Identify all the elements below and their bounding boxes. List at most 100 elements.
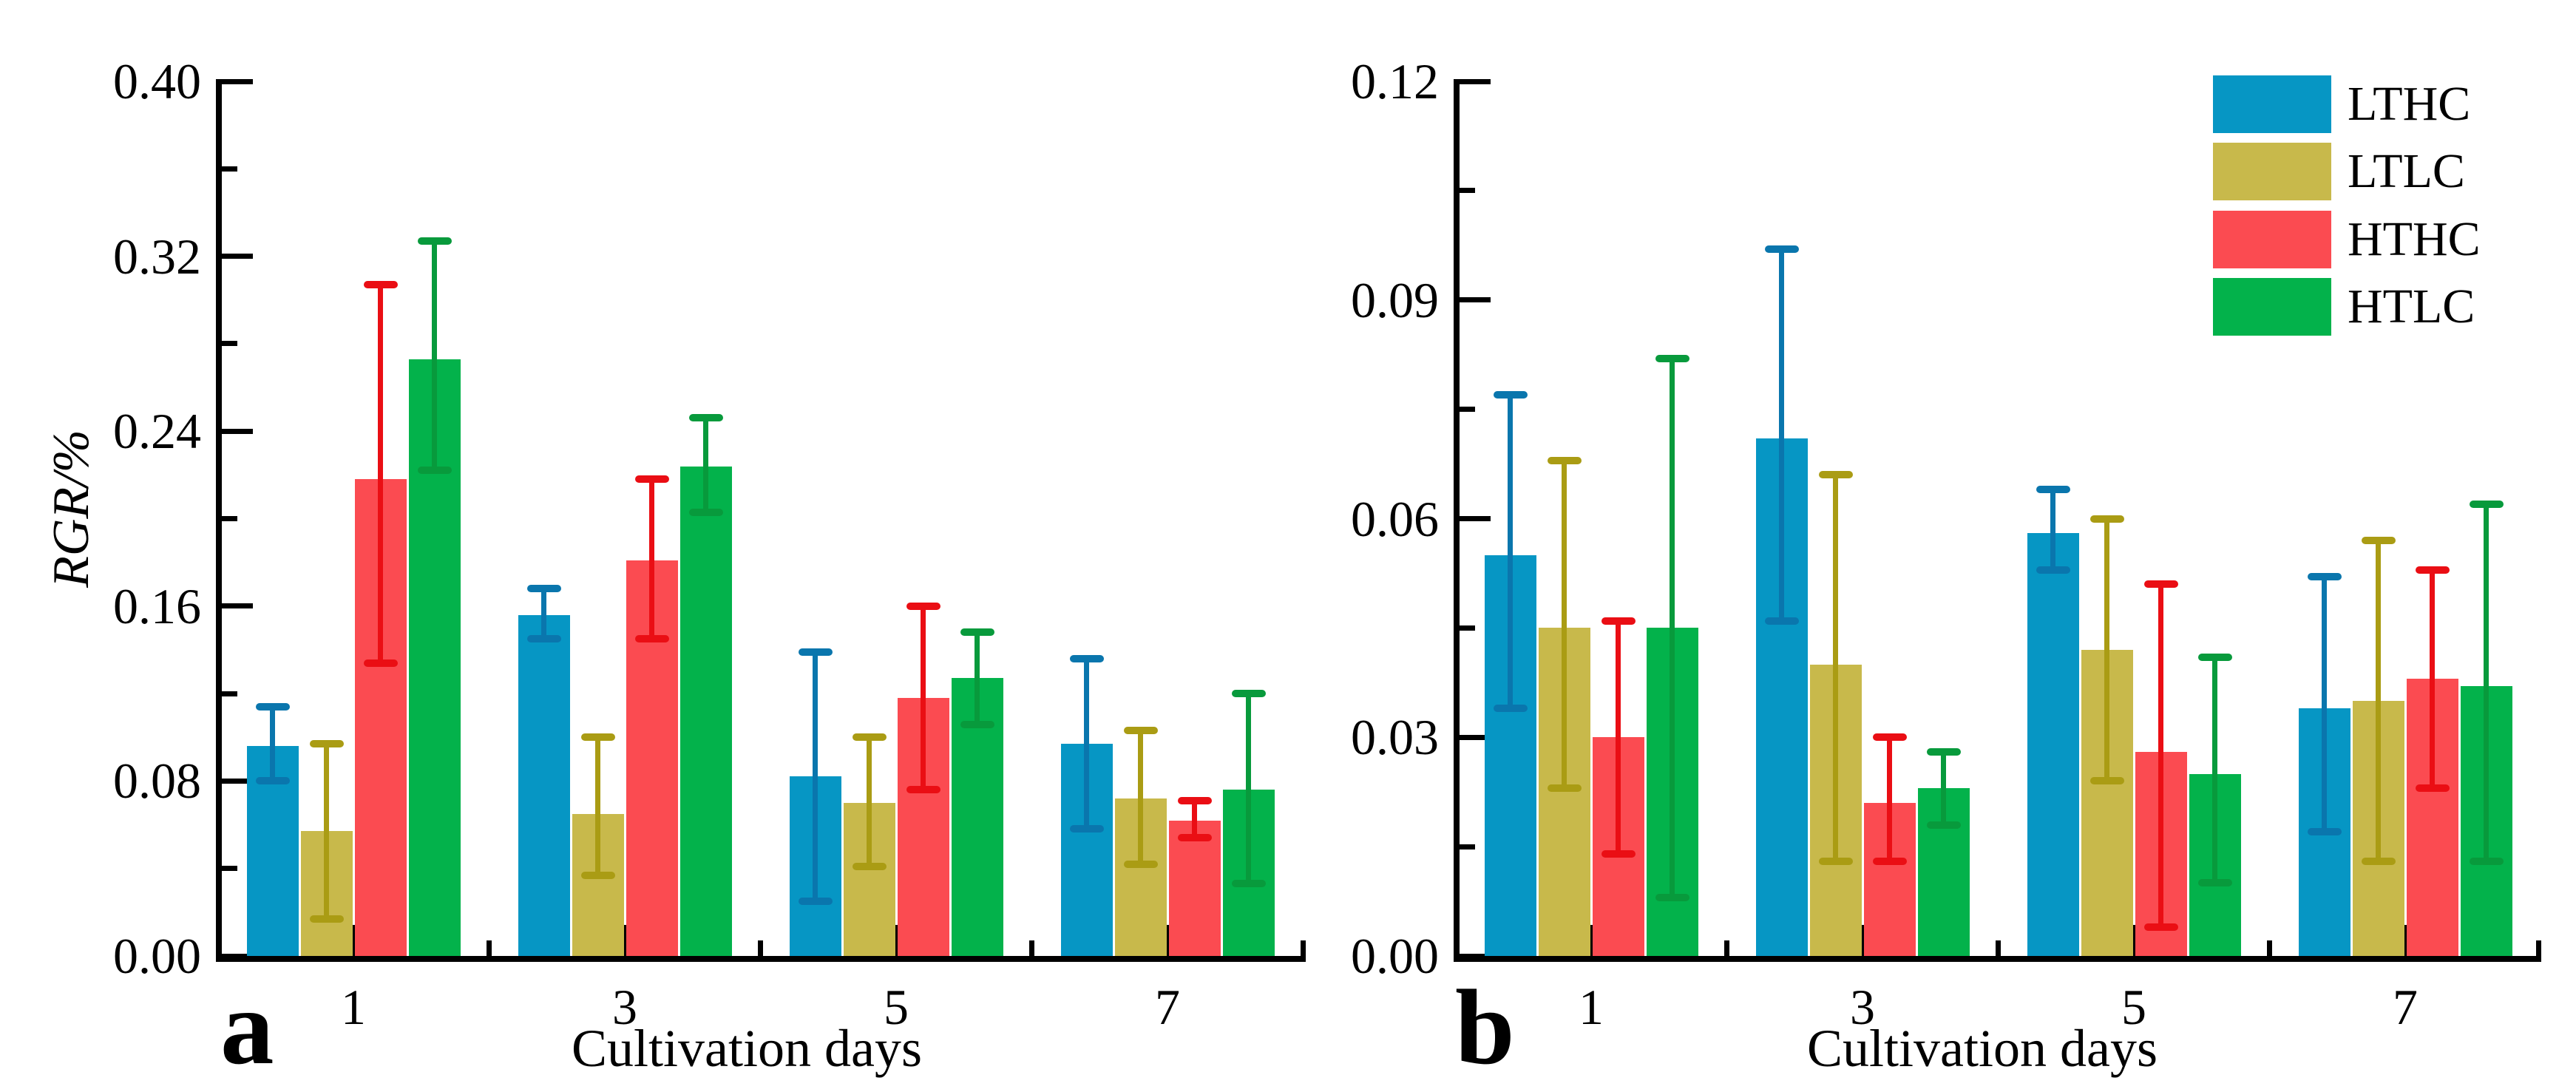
error-cap-bottom xyxy=(798,898,833,906)
x-tick-label: 1 xyxy=(341,979,366,1035)
error-cap-bottom xyxy=(2415,784,2450,793)
y-tick-label: 0.00 xyxy=(1351,928,1439,984)
error-bar-LTLC-day5 xyxy=(867,737,872,867)
x-axis-title-panel-a: Cultivation days xyxy=(572,1019,922,1078)
x-minor-tick xyxy=(1996,940,2001,956)
error-cap-bottom xyxy=(309,915,344,923)
y-tick-label: 0.32 xyxy=(113,228,201,285)
error-bar-HTHC-day3 xyxy=(1887,737,1892,861)
error-cap-top xyxy=(526,585,561,593)
y-tick-label: 0.12 xyxy=(1351,53,1439,109)
error-bar-HTLC-day1 xyxy=(1670,358,1675,898)
legend-swatch-LTHC xyxy=(2213,75,2331,133)
error-cap-top xyxy=(580,733,615,742)
y-tick-label: 0.24 xyxy=(113,403,201,460)
y-tick-label: 0.09 xyxy=(1351,271,1439,328)
panel-letter-b: b xyxy=(1455,969,1515,1087)
error-cap-top xyxy=(2197,653,2232,661)
x-axis-title-panel-b: Cultivation days xyxy=(1807,1019,2158,1078)
legend-swatch-HTLC xyxy=(2213,278,2331,336)
error-bar-HTHC-day7 xyxy=(1192,801,1197,838)
error-bar-LTLC-day1 xyxy=(324,744,329,919)
y-major-tick xyxy=(1460,953,1491,959)
y-tick-label: 0.16 xyxy=(113,577,201,634)
error-bar-HTHC-day7 xyxy=(2430,569,2435,789)
y-tick-label: 0.00 xyxy=(113,928,201,984)
error-cap-top xyxy=(1177,797,1212,805)
y-major-tick xyxy=(1460,734,1491,740)
error-bar-HTLC-day5 xyxy=(2212,657,2217,884)
error-cap-bottom xyxy=(1764,617,1799,625)
error-bar-HTHC-day3 xyxy=(649,479,654,640)
error-cap-bottom xyxy=(2143,923,2178,931)
error-cap-bottom xyxy=(526,635,561,643)
x-major-tick xyxy=(1165,925,1170,956)
error-cap-bottom xyxy=(1123,860,1158,868)
x-tick-label: 5 xyxy=(884,979,909,1035)
error-cap-top xyxy=(960,628,994,637)
error-cap-top xyxy=(1069,654,1104,662)
error-cap-top xyxy=(255,702,290,711)
bar-LTHC-day5 xyxy=(2027,533,2079,956)
error-cap-bottom xyxy=(1818,857,1853,865)
x-tick-label: 3 xyxy=(612,979,637,1035)
error-bar-HTLC-day5 xyxy=(975,632,980,725)
error-cap-top xyxy=(2361,537,2396,545)
error-cap-bottom xyxy=(1493,704,1528,712)
error-cap-top xyxy=(852,733,887,742)
error-cap-top xyxy=(1818,471,1853,479)
error-cap-bottom xyxy=(852,862,887,870)
error-cap-top xyxy=(363,281,398,289)
error-cap-top xyxy=(1231,690,1266,698)
y-minor-tick xyxy=(1460,188,1475,194)
error-bar-HTHC-day5 xyxy=(921,606,926,790)
error-bar-LTHC-day3 xyxy=(541,589,546,640)
y-major-tick xyxy=(222,78,253,84)
x-major-tick xyxy=(2131,925,2137,956)
error-bar-LTLC-day7 xyxy=(1138,730,1143,864)
error-cap-top xyxy=(417,237,452,245)
y-tick-label: 0.40 xyxy=(113,53,201,109)
x-major-tick xyxy=(2402,925,2408,956)
error-cap-top xyxy=(906,602,940,610)
error-bar-HTLC-day3 xyxy=(1941,751,1946,825)
error-cap-top xyxy=(2469,500,2504,508)
y-major-tick xyxy=(222,428,253,434)
error-cap-bottom xyxy=(1069,825,1104,833)
bar-HTLC-day3 xyxy=(679,466,732,956)
error-bar-LTLC-day7 xyxy=(2376,540,2381,861)
y-tick-label: 0.08 xyxy=(113,753,201,810)
error-bar-LTHC-day3 xyxy=(1779,248,1784,621)
error-bar-LTHC-day7 xyxy=(1084,658,1089,830)
y-minor-tick xyxy=(1460,407,1475,413)
error-cap-top xyxy=(634,475,669,484)
x-minor-tick xyxy=(1301,940,1306,956)
y-major-tick xyxy=(222,603,253,609)
error-cap-bottom xyxy=(688,508,723,516)
error-bar-HTHC-day5 xyxy=(2158,584,2163,927)
error-bar-HTHC-day1 xyxy=(1616,620,1621,854)
error-bar-HTLC-day7 xyxy=(2484,503,2489,861)
y-minor-tick xyxy=(222,516,237,521)
y-minor-tick xyxy=(1460,844,1475,849)
error-cap-top xyxy=(2089,515,2124,523)
y-minor-tick xyxy=(222,691,237,696)
error-cap-bottom xyxy=(2036,566,2070,574)
y-major-tick xyxy=(222,953,253,959)
x-major-tick xyxy=(1860,925,1865,956)
y-minor-tick xyxy=(222,866,237,872)
error-cap-top xyxy=(1872,733,1907,742)
x-tick-label: 7 xyxy=(1155,979,1180,1035)
x-minor-tick xyxy=(1029,940,1034,956)
x-tick-label: 1 xyxy=(1579,979,1604,1035)
y-minor-tick xyxy=(222,341,237,347)
error-cap-top xyxy=(2036,486,2070,494)
y-major-tick xyxy=(222,254,253,260)
error-cap-top xyxy=(309,740,344,748)
legend-label-HTLC: HTLC xyxy=(2348,279,2475,333)
error-bar-LTLC-day3 xyxy=(595,737,600,875)
error-cap-top xyxy=(1123,727,1158,735)
x-minor-tick xyxy=(1724,940,1729,956)
error-cap-bottom xyxy=(2089,777,2124,785)
